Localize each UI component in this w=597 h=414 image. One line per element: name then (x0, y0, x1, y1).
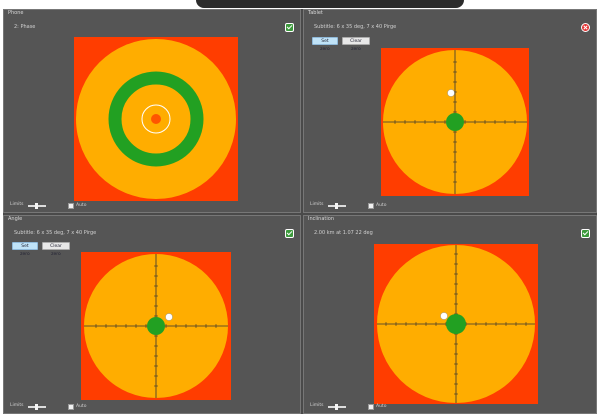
panel-tablet: Tablet Subtitle: 6 x 35 deg, 7 x 40 Pirg… (303, 9, 597, 213)
footer-label: Limits (10, 403, 24, 408)
auto-label: Auto (376, 203, 387, 208)
center-dot (446, 113, 464, 131)
target-view-tablet (381, 48, 529, 196)
error-icon[interactable] (581, 23, 590, 32)
auto-checkbox[interactable] (68, 203, 74, 209)
limit-slider[interactable] (28, 404, 46, 410)
app-window: Phone 2: Phase Limits Auto Tablet Subtit… (3, 9, 597, 414)
check-icon[interactable] (285, 229, 294, 238)
position-marker (440, 312, 448, 320)
panel-subtitle: Subtitle: 6 x 35 deg, 7 x 40 Pirge (14, 230, 97, 236)
footer-label: Limits (310, 403, 324, 408)
tick-marks (385, 253, 527, 395)
center-dot (446, 314, 466, 334)
target-view-inclination (374, 244, 538, 404)
auto-label: Auto (76, 203, 87, 208)
target-view-angle (81, 252, 231, 400)
target-view-phone (74, 37, 238, 201)
green-ring (108, 71, 204, 167)
center-dot (147, 317, 165, 335)
tick-marks (95, 265, 217, 387)
panel-inclination: Inclination 2.00 km at 1.07 22 deg Limit… (303, 215, 597, 414)
white-ring (141, 104, 171, 134)
auto-checkbox[interactable] (68, 404, 74, 410)
limit-slider[interactable] (328, 404, 346, 410)
check-icon[interactable] (581, 229, 590, 238)
panel-subtitle: Subtitle: 6 x 35 deg, 7 x 40 Pirge (314, 24, 397, 30)
set-zero-button[interactable]: Set zero (312, 37, 338, 52)
footer-label: Limits (310, 202, 324, 207)
auto-label: Auto (376, 404, 387, 409)
clear-zero-button[interactable]: Clear zero (42, 242, 70, 257)
panel-subtitle: 2.00 km at 1.07 22 deg (314, 230, 373, 236)
panel-subtitle: 2: Phase (14, 24, 36, 30)
footer-label: Limits (10, 202, 24, 207)
device-top-bar (0, 0, 597, 10)
auto-label: Auto (76, 404, 87, 409)
position-marker (165, 313, 173, 321)
clear-zero-button[interactable]: Clear zero (342, 37, 370, 52)
panel-title: Angle (8, 216, 23, 222)
tick-marks (394, 61, 516, 183)
limit-slider[interactable] (328, 203, 346, 209)
auto-checkbox[interactable] (368, 203, 374, 209)
panel-title: Tablet (308, 10, 323, 16)
center-dot (151, 114, 161, 124)
panel-angle: Angle Subtitle: 6 x 35 deg, 7 x 40 Pirge… (3, 215, 301, 414)
position-marker (447, 89, 455, 97)
panel-phone: Phone 2: Phase Limits Auto (3, 9, 301, 213)
limit-slider[interactable] (28, 203, 46, 209)
panel-title: Inclination (308, 216, 334, 222)
check-icon[interactable] (285, 23, 294, 32)
device-notch (196, 0, 464, 8)
auto-checkbox[interactable] (368, 404, 374, 410)
panel-title: Phone (8, 10, 24, 16)
set-zero-button[interactable]: Set zero (12, 242, 38, 257)
